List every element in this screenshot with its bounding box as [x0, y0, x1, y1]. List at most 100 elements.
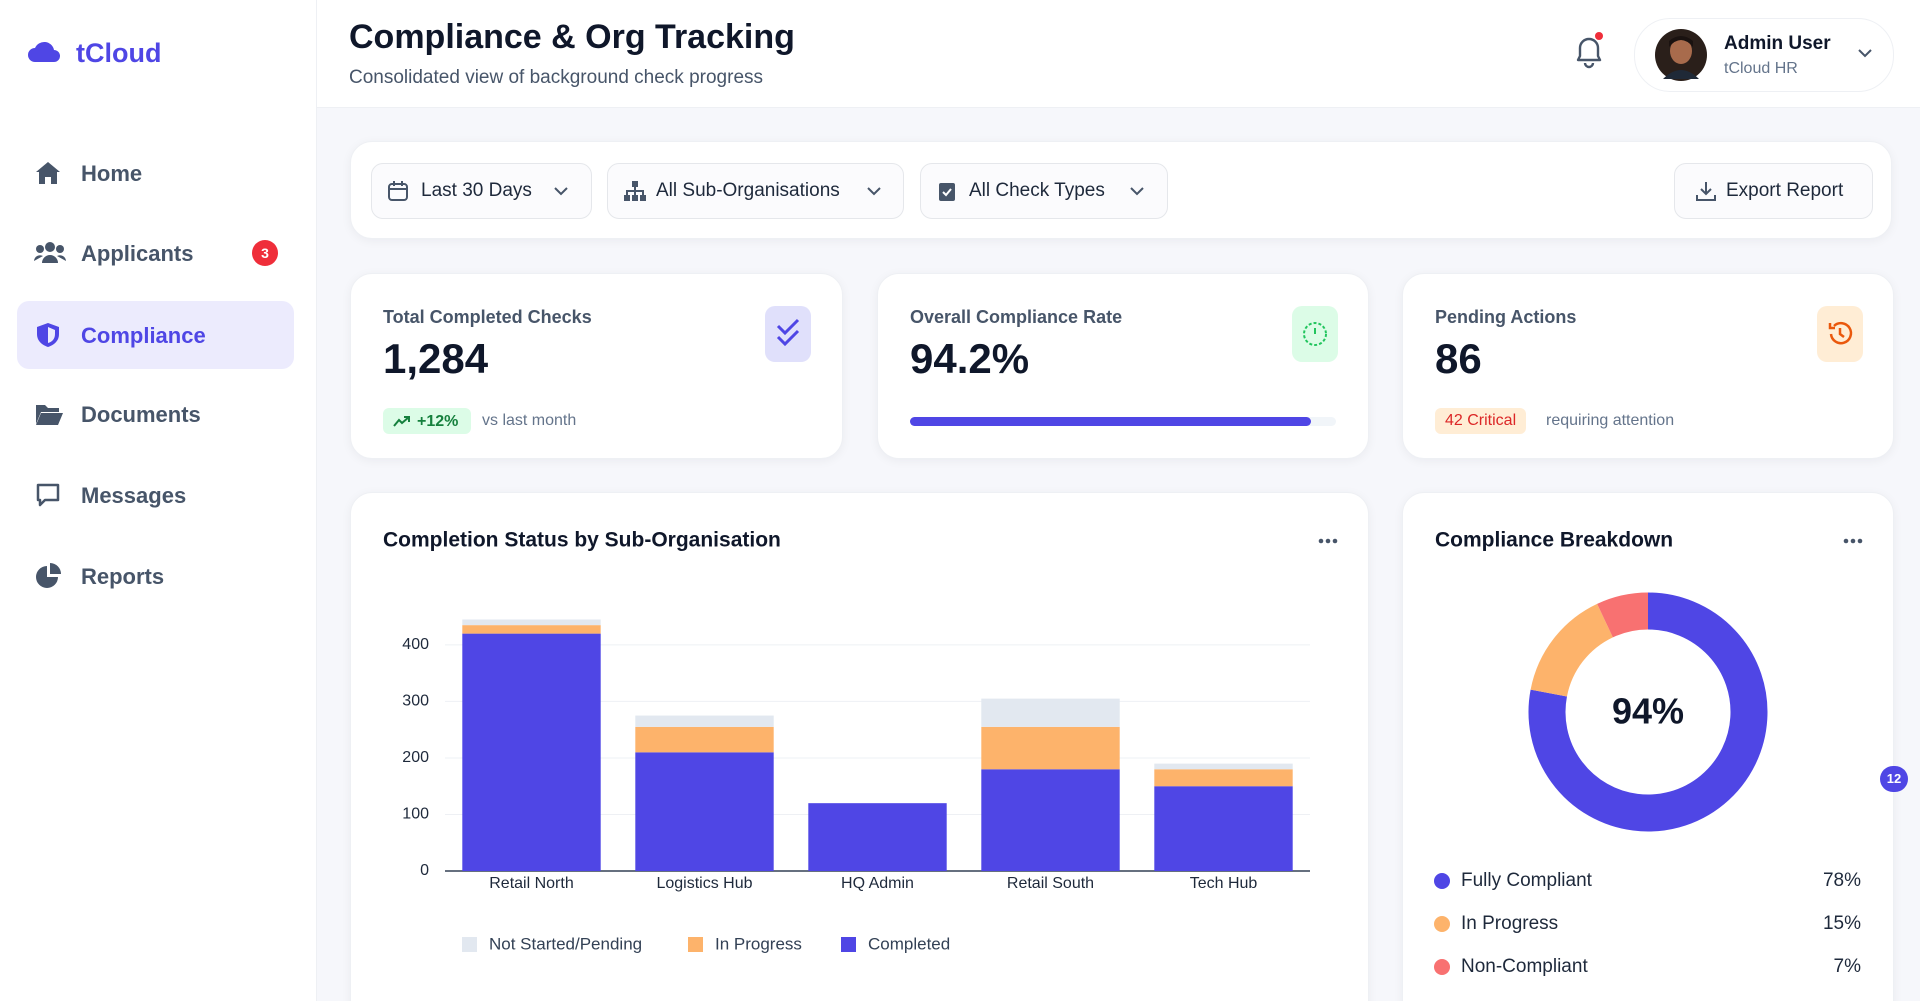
- bar-segment: [462, 619, 601, 626]
- brand-logo: [28, 41, 60, 62]
- bar-segment: [462, 633, 601, 871]
- bar-segment: [635, 726, 774, 753]
- avatar: [1655, 29, 1707, 81]
- kpi-card: Pending Actions 86 42 Critical requiring…: [1402, 273, 1894, 459]
- nav-item[interactable]: Home: [17, 139, 294, 207]
- nav-item[interactable]: Applicants 3: [17, 219, 294, 287]
- nav-item[interactable]: Messages: [17, 461, 294, 529]
- kpi-value: 94.2%: [910, 335, 1030, 382]
- legend-label: In Progress: [715, 934, 802, 953]
- filter-checktype[interactable]: All Check Types: [920, 163, 1168, 219]
- donut-segment: [1597, 592, 1649, 638]
- legend-dot: [1434, 916, 1450, 932]
- kpi-label: Total Completed Checks: [383, 307, 592, 327]
- nav-label: Home: [81, 161, 143, 186]
- filter-label: Last 30 Days: [421, 180, 532, 201]
- kpi-note: vs last month: [482, 412, 577, 429]
- nav-label: Compliance: [81, 323, 206, 348]
- legend-dot: [1434, 873, 1450, 889]
- chart-card: Completion Status by Sub-Organisation 0 1…: [350, 492, 1369, 1001]
- legend-swatch: [462, 937, 477, 952]
- sidebar: tCloud Home Applicants 3 Compliance Docu…: [0, 0, 317, 1001]
- x-tick-label: HQ Admin: [841, 875, 914, 892]
- icon: [36, 483, 60, 507]
- kpi-card: Overall Compliance Rate 94.2%: [877, 273, 1369, 459]
- more-menu[interactable]: [1843, 538, 1863, 544]
- x-tick-label: Tech Hub: [1190, 875, 1258, 892]
- bar-segment: [808, 803, 947, 871]
- legend-swatch: [841, 937, 856, 952]
- filter-label: All Sub-Organisations: [656, 180, 840, 201]
- icon: [34, 242, 66, 263]
- nav-item[interactable]: Compliance: [17, 301, 294, 369]
- user-menu[interactable]: Admin User tCloud HR: [1634, 18, 1894, 92]
- notification-bell[interactable]: [1572, 32, 1606, 72]
- legend-label: In Progress: [1461, 913, 1558, 934]
- more-menu[interactable]: [1318, 538, 1338, 544]
- bar-segment: [462, 625, 601, 634]
- legend-label: Not Started/Pending: [489, 934, 642, 953]
- icon: [939, 183, 955, 201]
- legend-value: 78%: [1823, 870, 1861, 891]
- chart-title: Completion Status by Sub-Organisation: [383, 529, 781, 552]
- y-tick-label: 100: [402, 806, 429, 823]
- icon: [1696, 182, 1716, 201]
- kpi-note: requiring attention: [1546, 412, 1675, 429]
- chart: Completion Status by Sub-Organisation 0 1…: [383, 529, 1338, 953]
- y-tick-label: 300: [402, 693, 429, 710]
- bar-segment: [1154, 786, 1293, 871]
- bar-segment: [635, 752, 774, 871]
- legend-label: Non-Compliant: [1461, 956, 1588, 977]
- legend-label: Completed: [868, 934, 950, 953]
- kpi-value: 1,284: [383, 335, 489, 382]
- kpi-card: Total Completed Checks 1,284 +12% vs las…: [350, 273, 843, 459]
- bar-segment: [981, 726, 1120, 770]
- filter-suborg[interactable]: All Sub-Organisations: [607, 163, 904, 219]
- bar-segment: [635, 715, 774, 727]
- legend-dot: [1434, 959, 1450, 975]
- kpi-icon: [1292, 306, 1338, 362]
- x-tick-label: Retail North: [489, 875, 573, 892]
- nav-item[interactable]: Documents: [17, 380, 294, 448]
- kpi-icon: [765, 306, 811, 362]
- chart-title: Compliance Breakdown: [1435, 529, 1673, 552]
- critical-tag: 42 Critical: [1435, 408, 1527, 434]
- icon: [36, 162, 60, 184]
- icon: [36, 405, 63, 425]
- chevron: [867, 187, 881, 196]
- chevron: [1858, 49, 1872, 58]
- change-value: +12%: [417, 413, 459, 430]
- nav-label: Reports: [81, 564, 165, 589]
- donut-segment: [1528, 592, 1768, 832]
- legend-swatch: [688, 937, 703, 952]
- y-tick-label: 0: [420, 862, 429, 879]
- kpi-label: Overall Compliance Rate: [910, 307, 1123, 327]
- kpi-label: Pending Actions: [1435, 307, 1577, 327]
- nav-label: Applicants: [81, 241, 194, 266]
- progress-track: [910, 417, 1336, 426]
- icon: [624, 181, 646, 201]
- chart: Compliance Breakdown Fully Compliant 78% I…: [1434, 529, 1863, 977]
- legend-label: Fully Compliant: [1461, 870, 1593, 891]
- icon: [36, 563, 61, 588]
- kpi-icon: [1817, 306, 1863, 362]
- bar-segment: [981, 769, 1120, 871]
- bar-segment: [981, 698, 1120, 727]
- filter-date[interactable]: Last 30 Days: [371, 163, 592, 219]
- kpi-value: 86: [1435, 335, 1482, 382]
- donut-segment: [1530, 603, 1614, 698]
- nav-item[interactable]: Reports: [17, 542, 294, 610]
- legend-value: 7%: [1834, 956, 1862, 977]
- bar-segment: [1154, 769, 1293, 787]
- legend-value: 15%: [1823, 913, 1861, 934]
- page-subtitle: Consolidated view of background check pr…: [349, 67, 764, 88]
- progress-fill: [910, 417, 1312, 426]
- nav-label: Messages: [81, 483, 187, 508]
- export-button[interactable]: Export Report: [1674, 163, 1873, 219]
- chevron: [554, 187, 568, 196]
- nav-badge: 3: [252, 240, 278, 266]
- brand: tCloud: [76, 38, 162, 68]
- floating-badge[interactable]: 12: [1880, 766, 1908, 792]
- bar-segment: [1154, 763, 1293, 770]
- icon: [37, 323, 59, 347]
